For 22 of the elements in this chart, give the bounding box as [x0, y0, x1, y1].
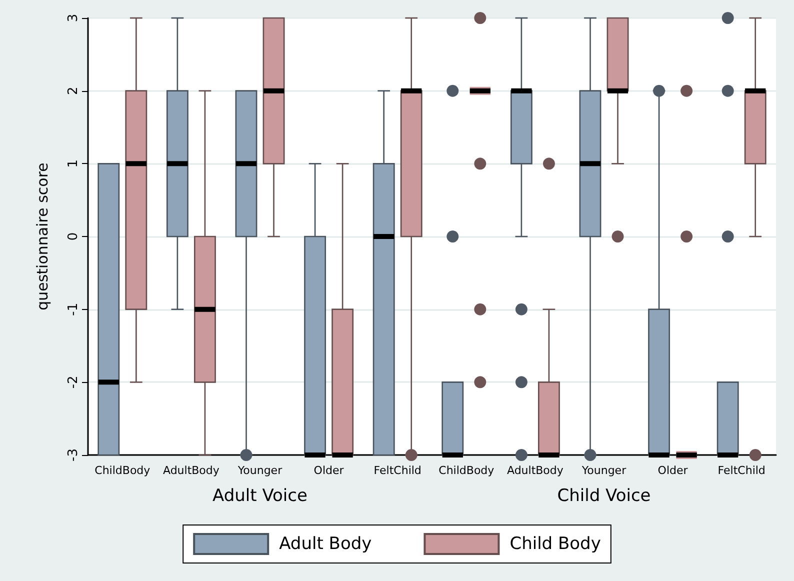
x-tick-label: AdultBody: [506, 464, 564, 477]
x-tick-label: Older: [314, 464, 344, 477]
x-tick-label: Younger: [236, 464, 283, 477]
x-tick-label: ChildBody: [94, 464, 151, 477]
x-tick-label: AdultBody: [162, 464, 220, 477]
x-tick-label: FeltChild: [374, 464, 422, 477]
y-tick-label: -1: [66, 302, 81, 316]
y-tick-label: 1: [66, 160, 81, 168]
y-tick-label: 2: [66, 86, 81, 95]
y-tick-label: -3: [66, 448, 81, 462]
x-tick-label: Older: [658, 464, 688, 477]
y-tick-label: 0: [66, 232, 81, 241]
legend-label: Adult Body: [279, 534, 372, 554]
text: Adult Voice: [212, 486, 308, 506]
text: Child Voice: [557, 486, 651, 506]
y-tick-label: 3: [66, 14, 81, 22]
y-axis-title: questionnaire score: [34, 162, 52, 310]
y-tick-label: -2: [66, 376, 81, 389]
legend-label: Child Body: [510, 534, 601, 554]
x-tick-label: Younger: [580, 464, 627, 477]
x-tick-label: ChildBody: [438, 464, 495, 477]
x-tick-label: FeltChild: [718, 464, 766, 477]
